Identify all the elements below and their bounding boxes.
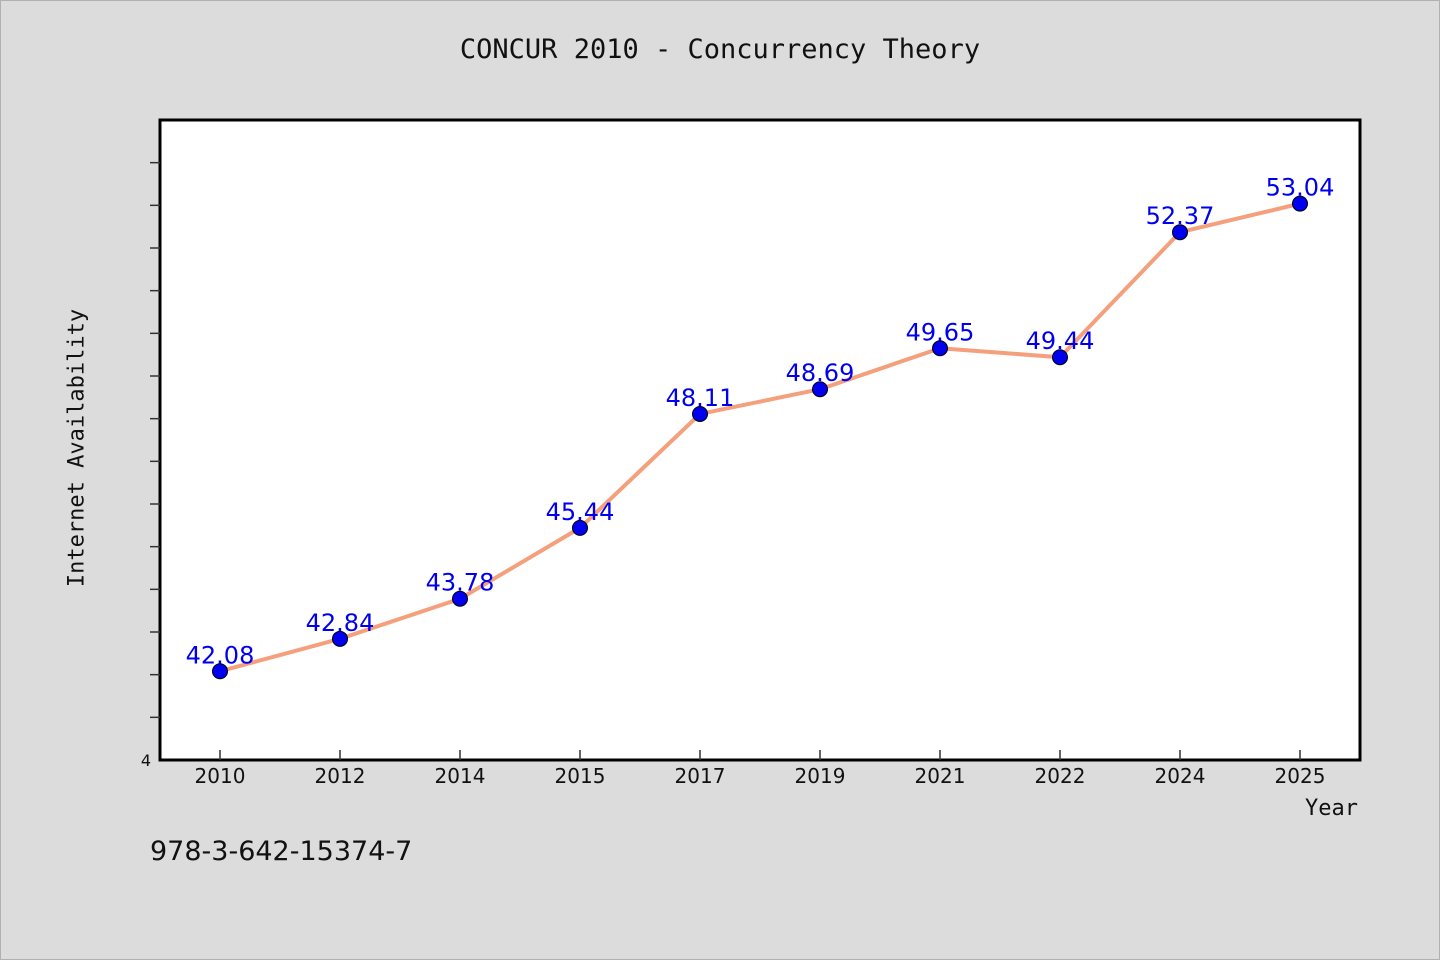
data-point [452, 590, 468, 607]
data-label: 48.11 [666, 384, 735, 412]
x-tick-label: 2012 [315, 764, 366, 788]
data-point [212, 663, 228, 680]
isbn-footnote: 978-3-642-15374-7 [150, 836, 413, 867]
y-axis-ticks: 4 [141, 161, 160, 770]
x-axis-ticks: 2010 2012 2014 2015 2017 2019 2021 2022 2024 2025 [195, 750, 1326, 788]
data-label: 49.44 [1026, 327, 1095, 355]
data-label: 42.08 [186, 641, 255, 669]
x-tick-label: 2022 [1035, 764, 1086, 788]
x-tick-label: 2021 [915, 764, 966, 788]
x-axis-label: Year [1305, 796, 1358, 821]
plot-area [158, 118, 1362, 762]
data-label: 42.84 [306, 609, 375, 637]
data-point [1052, 349, 1068, 366]
x-tick-label: 2015 [555, 764, 606, 788]
data-label: 43.78 [426, 569, 495, 597]
data-point [932, 340, 948, 357]
data-point [692, 405, 708, 422]
x-tick-label: 2014 [435, 764, 486, 788]
data-point [572, 519, 588, 536]
data-labels: 42.08 42.84 43.78 45.44 48.11 48.69 49.65 49.44… [186, 174, 1335, 670]
data-label: 45.44 [546, 498, 615, 526]
data-label: 48.69 [786, 359, 855, 387]
chart-title: CONCUR 2010 - Concurrency Theory [459, 34, 981, 65]
data-point [1172, 224, 1188, 241]
data-label: 49.65 [906, 318, 975, 346]
x-tick-label: 2019 [795, 764, 846, 788]
y-tick-label: 4 [141, 751, 151, 770]
x-tick-label: 2017 [675, 764, 726, 788]
data-point [812, 381, 828, 398]
data-label: 53.04 [1266, 174, 1335, 202]
data-points [212, 195, 1308, 680]
data-label: 52.37 [1146, 202, 1215, 230]
x-tick-label: 2010 [195, 764, 246, 788]
data-point [332, 630, 348, 647]
series-line [219, 201, 1301, 674]
data-point [1292, 195, 1308, 212]
x-tick-label: 2024 [1155, 764, 1206, 788]
x-tick-label: 2025 [1275, 764, 1326, 788]
